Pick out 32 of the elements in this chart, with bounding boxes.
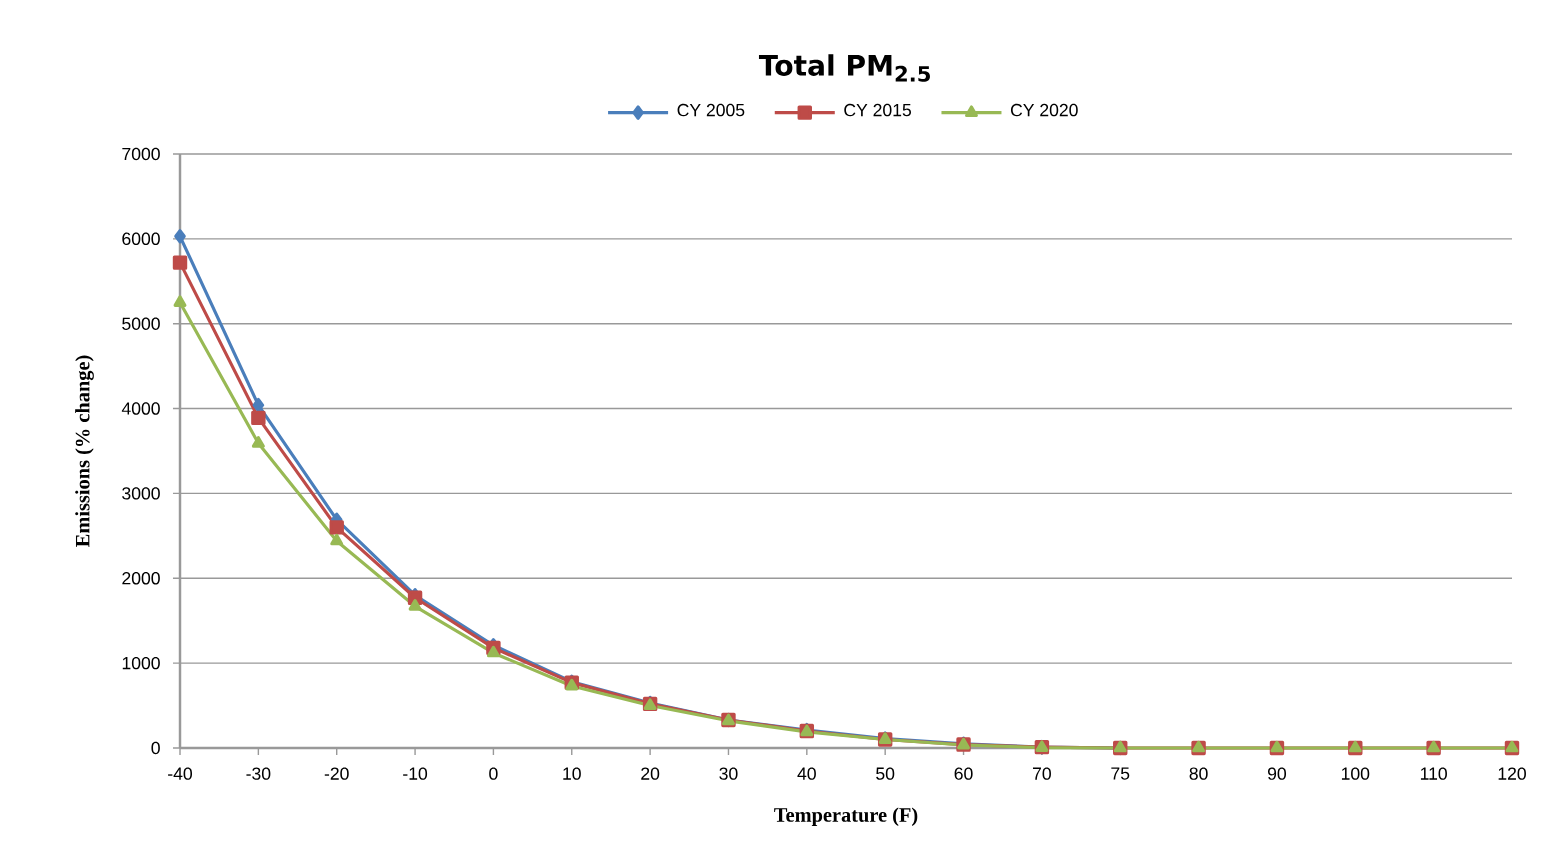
x-tick-label: -40 — [168, 767, 193, 780]
x-tick-label: 70 — [1032, 767, 1051, 780]
x-tick-label: 40 — [797, 767, 816, 780]
x-tick-label: 60 — [954, 767, 973, 780]
x-tick-label: 100 — [1341, 767, 1370, 780]
x-tick-label: 50 — [876, 767, 895, 780]
x-tick-label: 10 — [563, 767, 581, 780]
legend-label: CY 2005 — [677, 103, 745, 117]
x-tick-label: 120 — [1498, 767, 1526, 780]
x-tick-label: 90 — [1267, 767, 1287, 780]
y-tick-label: 2000 — [122, 572, 160, 585]
x-tick-label: -20 — [324, 767, 349, 780]
x-tick-label: 75 — [1111, 767, 1130, 780]
y-tick-label: 5000 — [122, 317, 160, 330]
x-tick-label: 110 — [1420, 767, 1447, 780]
x-tick-label: -30 — [246, 767, 271, 780]
y-tick-label: 7000 — [122, 147, 160, 161]
x-tick-label: 30 — [719, 767, 738, 780]
legend-label: CY 2020 — [1010, 103, 1078, 117]
y-axis-title: Emissions (% change) — [75, 355, 94, 547]
x-tick-label: 80 — [1189, 767, 1208, 780]
x-tick-label: 0 — [489, 767, 498, 780]
x-axis-title: Temperature (F) — [774, 807, 918, 827]
y-tick-label: 6000 — [122, 232, 160, 246]
chart-title: Total PM$_{2.5}$ — [758, 54, 930, 82]
x-tick-label: 20 — [641, 767, 660, 780]
y-tick-label: 4000 — [121, 402, 160, 415]
x-tick-label: -10 — [403, 767, 428, 780]
legend-label: CY 2015 — [844, 103, 912, 117]
y-tick-label: 3000 — [122, 487, 160, 500]
y-tick-label: 0 — [151, 741, 160, 755]
y-tick-label: 1000 — [122, 656, 160, 670]
